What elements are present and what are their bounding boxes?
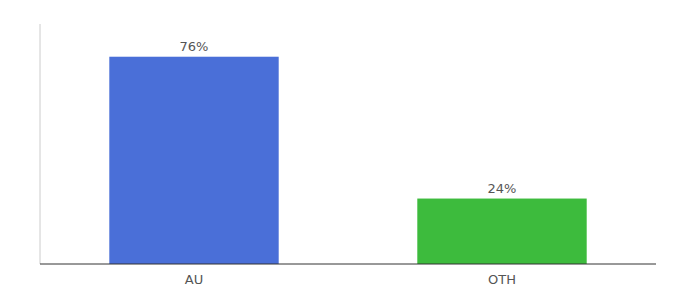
data-label: 24%	[488, 181, 517, 196]
x-axis-line	[40, 264, 656, 265]
data-label: 76%	[180, 39, 209, 54]
y-axis-line	[40, 24, 41, 264]
bar	[109, 57, 278, 264]
chart: 76% 24% AU OTH	[0, 0, 680, 300]
x-tick-label: AU	[185, 272, 203, 287]
chart-container: 76% 24% AU OTH	[0, 0, 680, 300]
bars	[109, 57, 586, 264]
bar	[417, 199, 586, 264]
x-tick-label: OTH	[488, 272, 516, 287]
